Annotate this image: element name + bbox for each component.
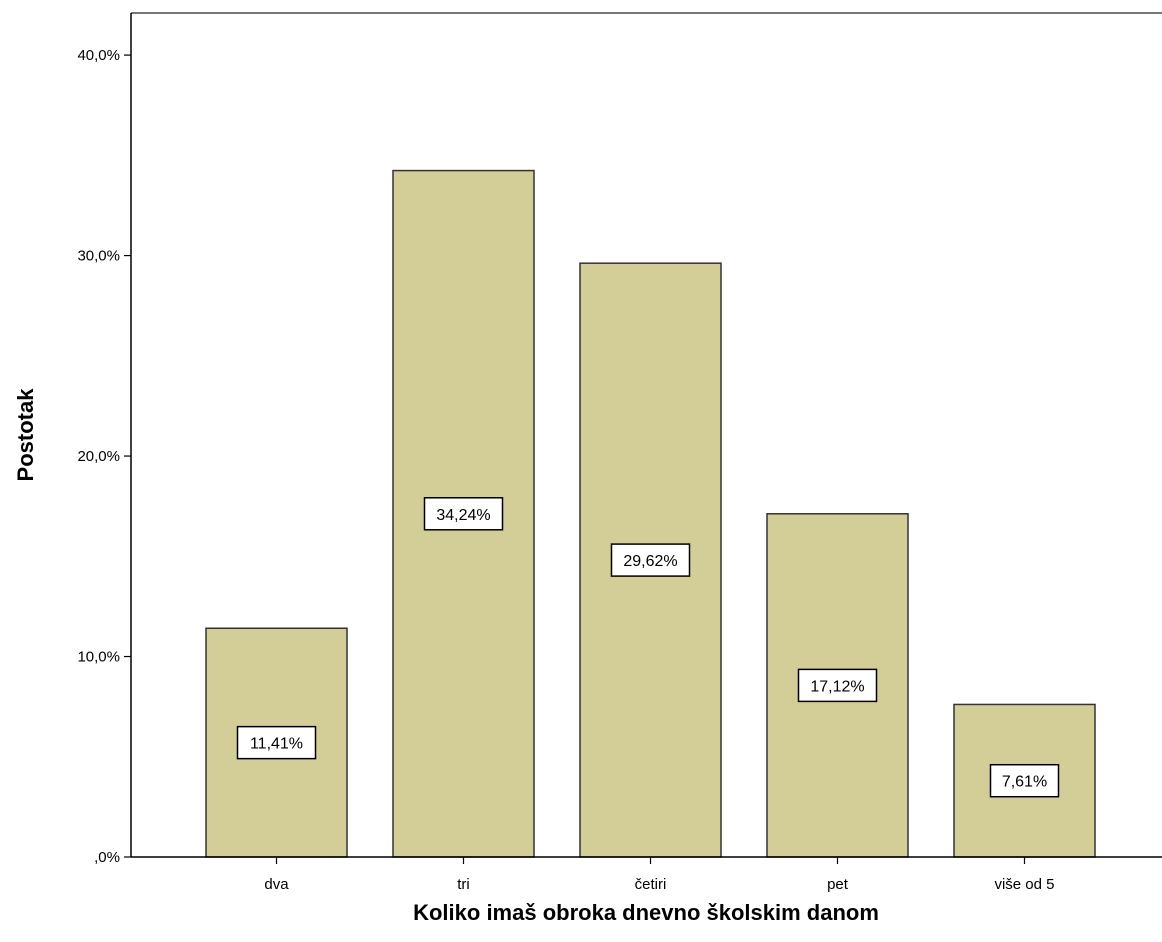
x-ticks-layer: dva tri četiri pet više od 5 [264, 857, 1055, 893]
y-tick-label-4: 40,0% [77, 47, 120, 64]
data-label-2: 29,62% [623, 553, 677, 570]
y-tick-label-2: 20,0% [77, 448, 120, 465]
data-label-box-4 [989, 763, 1060, 798]
y-tick-label-3: 30,0% [77, 248, 120, 265]
data-label-box-0 [236, 725, 317, 760]
data-labels-layer: 11,41% 34,24% 29,62% 17,12% 7,61% [236, 497, 1060, 798]
data-label-box-1 [423, 497, 504, 531]
data-label-4: 7,61% [1002, 774, 1047, 791]
data-label-1: 34,24% [436, 507, 490, 524]
x-tick-label-1: tri [457, 876, 470, 893]
data-label-box-3 [797, 668, 878, 703]
y-tick-label-1: 10,0% [77, 649, 120, 666]
x-tick-label-3: pet [827, 876, 849, 893]
data-label-box-2 [610, 543, 691, 577]
x-tick-label-4: više od 5 [994, 876, 1054, 893]
data-label-0: 11,41% [250, 736, 303, 753]
x-axis-title: Koliko imaš obroka dnevno školskim danom [413, 900, 879, 925]
y-axis-title: Postotak [13, 388, 38, 482]
y-ticks-layer: ,0% 10,0% 20,0% 30,0% 40,0% [77, 47, 131, 866]
x-tick-label-0: dva [264, 876, 289, 893]
data-label-3: 17,12% [810, 678, 864, 695]
x-tick-label-2: četiri [635, 876, 667, 893]
y-tick-label-0: ,0% [94, 849, 120, 866]
